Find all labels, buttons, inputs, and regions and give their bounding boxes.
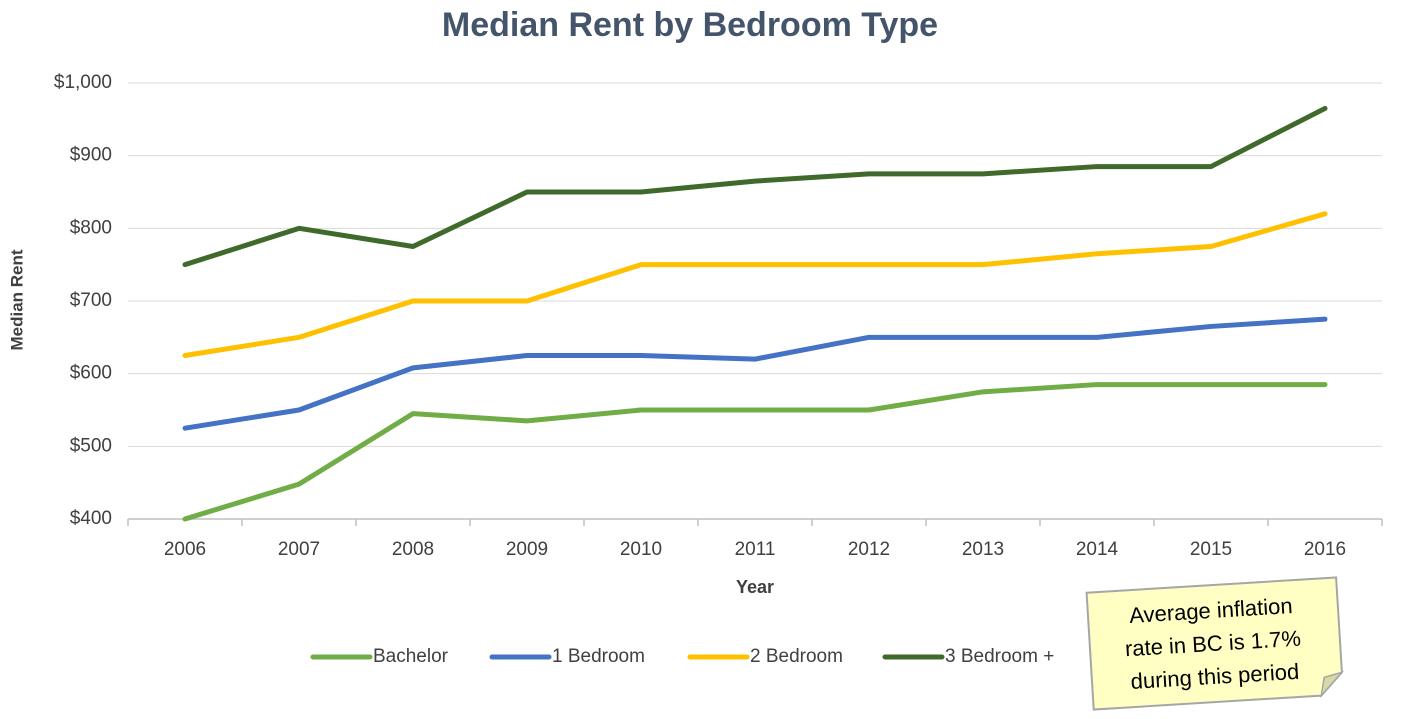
x-tick-label: 2006: [164, 539, 206, 560]
x-tick-label: 2015: [1190, 539, 1232, 560]
y-tick-label: $800: [70, 217, 112, 238]
series-line: [182, 105, 1328, 268]
x-tick-label: 2016: [1304, 539, 1346, 560]
series-line: [182, 211, 1328, 358]
x-tick-label: 2010: [620, 539, 662, 560]
y-tick-label: $600: [70, 363, 112, 384]
legend-label: 2 Bedroom: [750, 646, 843, 667]
x-tick-label: 2008: [392, 539, 434, 560]
x-tick-label: 2009: [506, 539, 548, 560]
note-fold: [1320, 670, 1345, 699]
y-axis-label: Median Rent: [7, 249, 26, 350]
x-tick-label: 2007: [278, 539, 320, 560]
y-tick-label: $400: [70, 508, 112, 529]
x-tick-label: 2014: [1076, 539, 1119, 560]
y-tick-label: $700: [70, 290, 112, 311]
series-line: [182, 382, 1328, 522]
y-tick-label: $1,000: [54, 72, 112, 93]
x-axis-label: Year: [736, 577, 774, 597]
x-tick-label: 2013: [962, 539, 1004, 560]
legend-label: 3 Bedroom +: [945, 646, 1054, 667]
legend-label: Bachelor: [373, 646, 449, 667]
series-line: [182, 316, 1328, 431]
y-tick-label: $900: [70, 145, 112, 166]
chart-title: Median Rent by Bedroom Type: [442, 6, 938, 44]
legend-label: 1 Bedroom: [552, 646, 645, 667]
x-tick-label: 2011: [735, 539, 776, 560]
y-tick-label: $500: [70, 435, 112, 456]
x-tick-label: 2012: [848, 539, 890, 560]
